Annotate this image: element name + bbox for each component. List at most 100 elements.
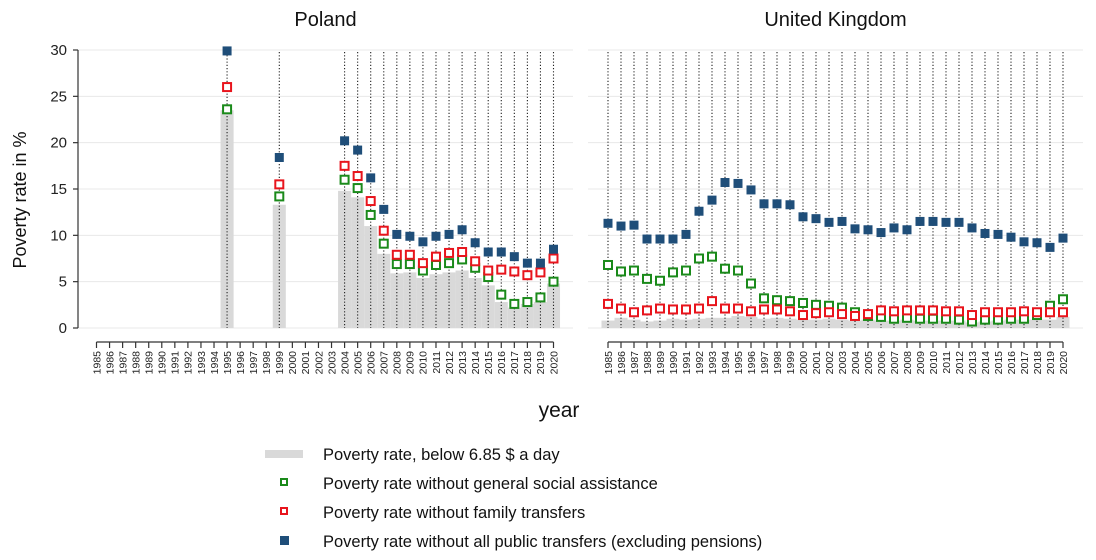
marker-no-public — [798, 212, 808, 222]
marker-no-social — [720, 263, 730, 274]
marker-no-public — [522, 258, 532, 268]
marker-no-family — [391, 249, 402, 260]
marker-no-family — [629, 307, 639, 318]
x-tick-label: 2008 — [392, 351, 404, 375]
marker-no-public — [785, 200, 795, 210]
x-tick-label: 2007 — [379, 351, 391, 375]
x-tick-label: 1990 — [668, 351, 680, 375]
legend-label-no-public: Poverty rate without all public transfer… — [323, 533, 762, 551]
x-tick-label: 1999 — [785, 351, 797, 375]
marker-no-social — [548, 276, 559, 287]
marker-no-family — [378, 225, 389, 236]
marker-no-family — [889, 306, 899, 317]
bar — [520, 303, 534, 328]
x-axis-title: year — [539, 399, 580, 422]
marker-no-family — [457, 247, 468, 258]
marker-no-public — [444, 229, 454, 239]
x-tick-label: 1988 — [130, 351, 142, 375]
marker-no-social — [642, 273, 652, 284]
marker-no-family — [365, 196, 376, 207]
x-tick-label: 2003 — [326, 351, 338, 375]
x-tick-label: 1989 — [144, 351, 156, 375]
marker-no-public — [655, 234, 665, 244]
marker-no-family — [954, 306, 964, 317]
marker-no-public — [549, 244, 558, 254]
marker-no-social — [785, 296, 795, 307]
legend-item-no-public: Poverty rate without all public transfer… — [280, 533, 762, 551]
bar — [861, 319, 875, 328]
marker-no-family — [785, 306, 795, 317]
x-tick-label: 2014 — [980, 351, 992, 375]
marker-no-family — [522, 270, 533, 281]
marker-no-family — [642, 305, 652, 316]
marker-no-family — [339, 160, 350, 171]
marker-no-public — [642, 234, 652, 244]
marker-no-family — [993, 307, 1003, 318]
marker-no-social — [668, 267, 678, 278]
x-tick-label: 1999 — [274, 351, 286, 375]
marker-no-family — [417, 258, 428, 269]
marker-no-family — [902, 305, 912, 316]
legend-item-bar: Poverty rate, below 6.85 $ a day — [265, 446, 560, 464]
marker-no-public — [222, 46, 232, 56]
x-tick-label: 2005 — [863, 351, 875, 375]
x-tick-label: 2002 — [313, 351, 325, 375]
marker-no-social — [694, 253, 704, 264]
bar — [338, 190, 352, 328]
y-axis-title: Poverty rate in % — [10, 131, 30, 268]
marker-no-family — [668, 304, 678, 315]
y-tick-label: 5 — [59, 274, 67, 291]
marker-no-social — [222, 104, 233, 115]
marker-no-public — [876, 228, 886, 238]
marker-no-social — [522, 297, 533, 308]
marker-no-public — [1006, 232, 1016, 242]
x-tick-label: 1991 — [681, 351, 693, 375]
x-tick-label: 2009 — [405, 351, 417, 375]
x-tick-label: 1985 — [91, 351, 103, 375]
marker-no-social — [928, 313, 938, 324]
marker-no-family — [1019, 306, 1029, 317]
marker-no-public — [496, 247, 506, 257]
bar — [692, 318, 706, 328]
y-tick-label: 15 — [50, 181, 67, 198]
marker-no-public — [889, 223, 899, 233]
x-tick-label: 2018 — [1032, 351, 1044, 375]
marker-no-family — [798, 310, 808, 321]
marker-no-public — [392, 229, 402, 239]
marker-no-public — [837, 216, 847, 226]
marker-no-social — [1058, 294, 1068, 305]
bar — [390, 273, 404, 328]
x-tick-label: 1998 — [772, 351, 784, 375]
x-tick-label: 2014 — [470, 351, 482, 375]
marker-no-family — [681, 304, 691, 315]
marker-no-public — [1032, 238, 1042, 248]
marker-no-family — [746, 306, 756, 317]
x-tick-label: 1997 — [759, 351, 771, 375]
marker-no-public — [850, 224, 860, 234]
marker-no-public — [366, 173, 376, 183]
x-tick-label: 1997 — [248, 351, 260, 375]
bar — [718, 317, 732, 328]
bar — [822, 318, 836, 328]
x-tick-label: 1992 — [694, 351, 706, 375]
marker-no-public — [928, 216, 938, 226]
bar — [614, 317, 628, 328]
marker-no-public — [694, 206, 704, 216]
marker-no-family — [404, 249, 415, 260]
marker-no-social — [509, 298, 520, 309]
marker-no-social — [629, 265, 639, 276]
x-tick-label: 2006 — [876, 351, 888, 375]
legend: Poverty rate, below 6.85 $ a day Poverty… — [265, 446, 762, 551]
marker-no-family — [1032, 307, 1042, 318]
bar — [1043, 319, 1057, 328]
marker-no-public — [915, 216, 925, 226]
x-tick-label: 1986 — [104, 351, 116, 375]
x-tick-label: 2010 — [928, 351, 940, 375]
x-tick-label: 2006 — [366, 351, 378, 375]
legend-item-no-social: Poverty rate without general social assi… — [280, 475, 658, 493]
marker-no-family — [274, 179, 285, 190]
marker-no-family — [535, 267, 546, 278]
x-tick-label: 2007 — [889, 351, 901, 375]
